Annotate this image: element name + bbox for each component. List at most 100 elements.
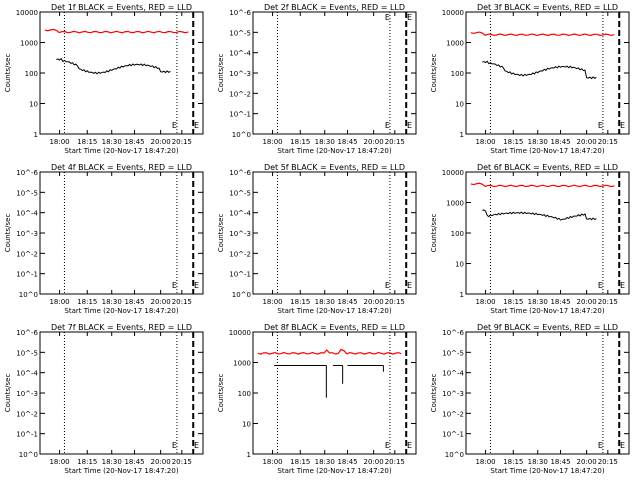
x-tick-label: 18:00 <box>475 458 495 466</box>
y-tick-label: 10^-3 <box>229 70 251 78</box>
y-tick-label: 1000 <box>446 40 464 48</box>
x-tick-label: 20:15 <box>172 298 192 306</box>
x-tick-label: 18:45 <box>337 138 357 146</box>
y-tick-label: 10^-4 <box>16 370 38 378</box>
y-tick-label: 10^-1 <box>442 431 464 439</box>
panel-title: Det 8f BLACK = Events, RED = LLD <box>264 323 405 332</box>
x-tick-label: 20:15 <box>385 298 405 306</box>
lld-series-line <box>44 28 189 34</box>
x-tick-label: 18:30 <box>102 138 122 146</box>
panel-title: Det 1f BLACK = Events, RED = LLD <box>51 3 192 12</box>
flag-marker: E <box>620 281 625 290</box>
panel-title: Det 9f BLACK = Events, RED = LLD <box>477 323 618 332</box>
x-tick-label: 18:30 <box>528 458 548 466</box>
y-tick-label: 10^-2 <box>16 250 38 258</box>
flag-marker: E <box>407 13 412 22</box>
panel-title: Det 2f BLACK = Events, RED = LLD <box>264 3 405 12</box>
x-tick-label: 20:15 <box>598 458 618 466</box>
y-tick-label: 10^-4 <box>229 210 251 218</box>
x-axis-label: Start Time (20-Nov-17 18:47:20) <box>490 307 604 315</box>
x-tick-label: 20:15 <box>172 458 192 466</box>
y-tick-label: 10^-6 <box>229 9 251 17</box>
x-tick-label: 20:00 <box>577 298 597 306</box>
panel-8f: Det 8f BLACK = Events, RED = LLD Counts/s… <box>217 323 417 475</box>
lld-series-line <box>470 182 615 188</box>
x-tick-label: 20:00 <box>577 458 597 466</box>
y-tick-label: 10^-3 <box>16 390 38 398</box>
y-tick-label: 10^-5 <box>16 189 38 197</box>
y-axis-label: Counts/sec <box>430 374 438 413</box>
y-tick-label: 100 <box>451 230 464 238</box>
panel-1f: Det 1f BLACK = Events, RED = LLD Counts/s… <box>4 3 204 155</box>
panel-6f: Det 6f BLACK = Events, RED = LLD Counts/s… <box>430 163 630 315</box>
x-axis-label: Start Time (20-Nov-17 18:47:20) <box>64 307 178 315</box>
events-series-line <box>482 60 597 80</box>
events-series-line <box>56 57 171 75</box>
y-tick-label: 10^-2 <box>16 410 38 418</box>
flag-marker: E <box>172 281 177 290</box>
x-tick-label: 20:00 <box>364 138 384 146</box>
y-tick-label: 10 <box>455 101 464 109</box>
panel-title: Det 3f BLACK = Events, RED = LLD <box>477 3 618 12</box>
flag-marker: E <box>172 441 177 450</box>
x-tick-label: 18:15 <box>77 138 97 146</box>
y-tick-label: 1 <box>34 131 38 139</box>
x-tick-label: 20:15 <box>385 458 405 466</box>
flag-marker: E <box>172 121 177 130</box>
y-axis-label: Counts/sec <box>4 214 12 253</box>
flag-marker: E <box>407 121 412 130</box>
y-axis-label: Counts/sec <box>430 54 438 93</box>
flag-marker: E <box>385 441 390 450</box>
y-tick-label: 1 <box>460 291 464 299</box>
y-axis-label: Counts/sec <box>217 374 225 413</box>
y-tick-label: 100 <box>451 70 464 78</box>
flag-marker: E <box>407 441 412 450</box>
flag-marker: E <box>385 281 390 290</box>
y-tick-label: 10000 <box>442 169 464 177</box>
x-tick-label: 20:00 <box>364 298 384 306</box>
y-tick-label: 1 <box>247 451 251 459</box>
y-tick-label: 10^-1 <box>16 431 38 439</box>
x-axis-label: Start Time (20-Nov-17 18:47:20) <box>277 307 391 315</box>
y-axis-label: Counts/sec <box>4 54 12 93</box>
y-tick-label: 10^-4 <box>442 370 464 378</box>
panel-3f: Det 3f BLACK = Events, RED = LLD Counts/s… <box>430 3 630 155</box>
flag-marker: E <box>598 441 603 450</box>
x-axis-label: Start Time (20-Nov-17 18:47:20) <box>64 147 178 155</box>
x-axis-label: Start Time (20-Nov-17 18:47:20) <box>64 467 178 475</box>
x-tick-label: 18:30 <box>315 138 335 146</box>
y-tick-label: 10^-2 <box>442 410 464 418</box>
x-tick-label: 18:45 <box>124 138 144 146</box>
x-tick-label: 18:00 <box>475 298 495 306</box>
y-tick-label: 10^-4 <box>16 210 38 218</box>
x-tick-label: 20:15 <box>385 138 405 146</box>
x-tick-label: 18:45 <box>337 298 357 306</box>
flag-marker: E <box>194 281 199 290</box>
x-tick-label: 18:15 <box>503 298 523 306</box>
x-tick-label: 18:15 <box>503 458 523 466</box>
x-tick-label: 18:45 <box>550 458 570 466</box>
panel-2f: Det 2f BLACK = Events, RED = LLD Counts/s… <box>217 3 417 155</box>
y-tick-label: 10^0 <box>19 451 38 459</box>
panel-9f: Det 9f BLACK = Events, RED = LLD Counts/s… <box>430 323 630 475</box>
x-tick-label: 18:00 <box>475 138 495 146</box>
flag-marker: E <box>194 121 199 130</box>
y-tick-label: 100 <box>238 390 251 398</box>
y-tick-label: 10^-3 <box>16 230 38 238</box>
y-tick-label: 10^-4 <box>229 50 251 58</box>
x-tick-label: 18:15 <box>503 138 523 146</box>
lld-series-line <box>470 31 615 37</box>
flag-marker: E <box>385 13 390 22</box>
panel-title: Det 7f BLACK = Events, RED = LLD <box>51 323 192 332</box>
x-tick-label: 20:00 <box>364 458 384 466</box>
y-tick-label: 10^0 <box>445 451 464 459</box>
x-tick-label: 18:00 <box>262 458 282 466</box>
x-tick-label: 20:15 <box>598 138 618 146</box>
x-tick-label: 18:30 <box>528 298 548 306</box>
flag-marker: E <box>407 281 412 290</box>
y-tick-label: 1000 <box>233 360 251 368</box>
flag-marker: E <box>194 441 199 450</box>
y-tick-label: 1 <box>460 131 464 139</box>
flag-marker: E <box>598 121 603 130</box>
x-tick-label: 18:45 <box>124 298 144 306</box>
